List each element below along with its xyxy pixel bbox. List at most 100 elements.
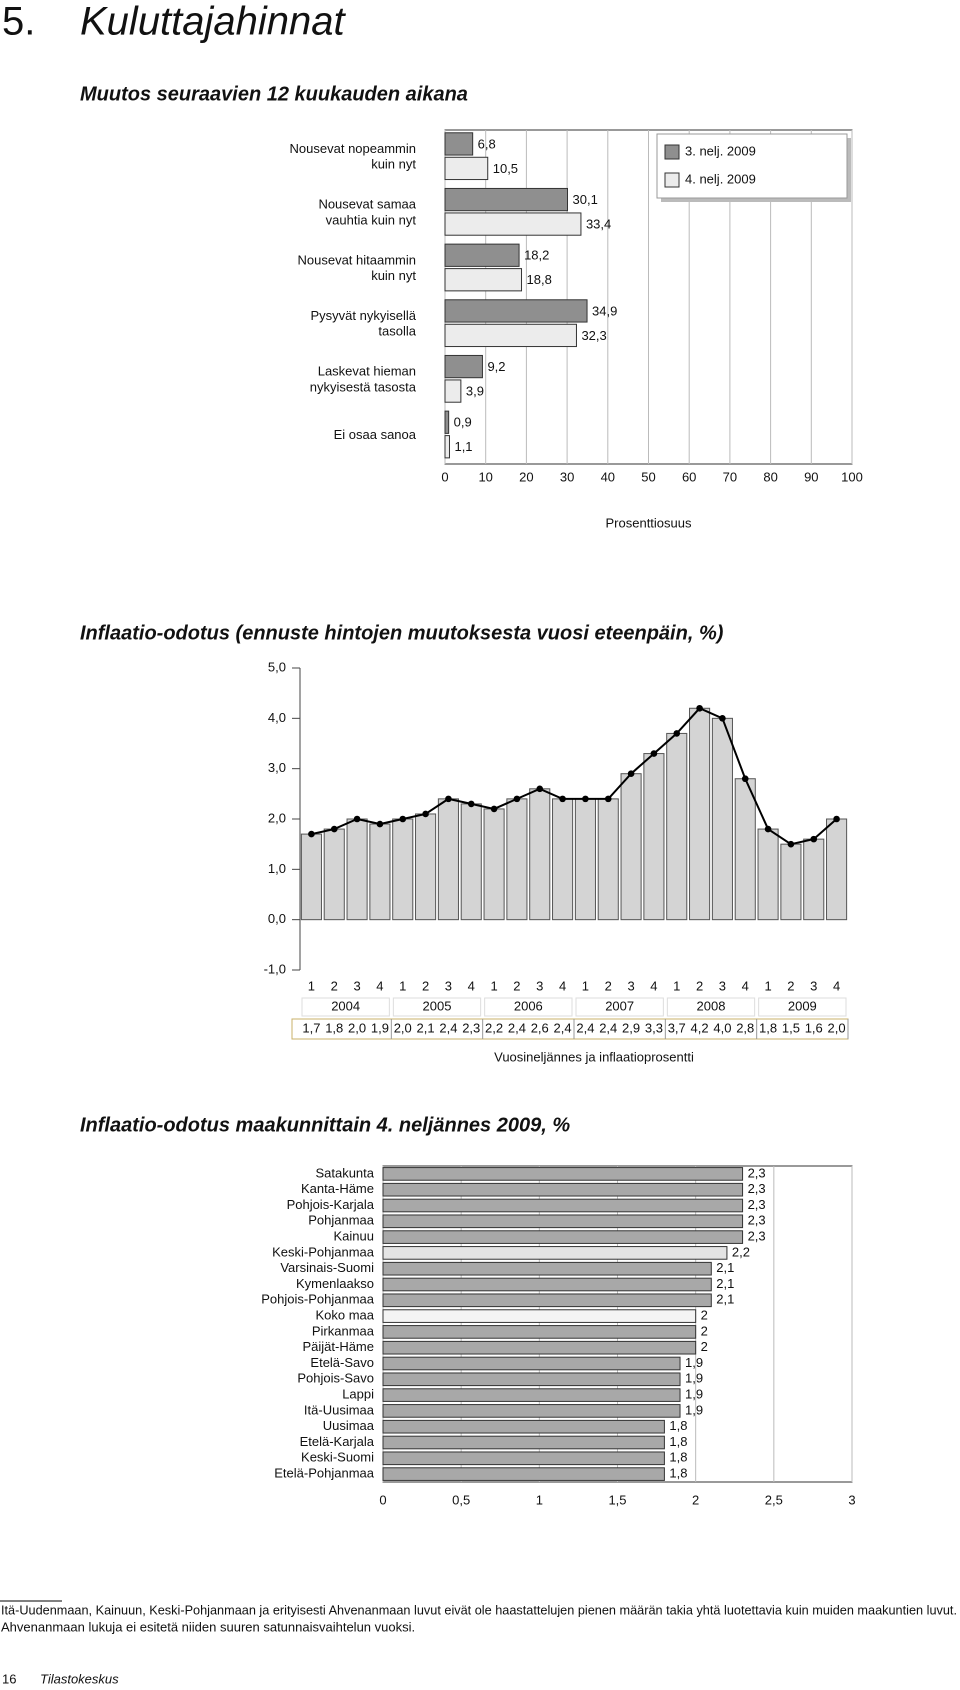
value-label: 1,9	[685, 1355, 703, 1370]
bar	[382, 1198, 744, 1213]
point	[787, 840, 795, 848]
value-label: 1,6	[805, 1020, 823, 1035]
point	[445, 795, 452, 803]
category-label: Pohjois-Savo	[297, 1371, 374, 1386]
bar	[444, 435, 450, 459]
x-tick-label: 50	[641, 469, 655, 484]
bar	[382, 1167, 744, 1181]
category-label: Keski-Suomi	[301, 1450, 374, 1465]
value-label: 1,8	[669, 1418, 687, 1433]
point	[422, 810, 429, 818]
y-tick-label: 4,0	[268, 710, 286, 725]
x-tick-label: 4	[833, 978, 840, 993]
value-label: 2,3	[462, 1020, 480, 1035]
x-tick-label: 3	[719, 978, 726, 993]
point	[604, 795, 612, 803]
x-tick-label: 2	[513, 978, 520, 993]
point	[490, 805, 498, 813]
bar	[483, 808, 505, 921]
category-label: Ei osaa sanoa	[334, 428, 417, 443]
x-tick-label: 1	[582, 978, 589, 993]
bar	[382, 1182, 744, 1197]
point	[308, 830, 315, 838]
year-box	[575, 997, 664, 1017]
category-label: Varsinais-Suomi	[280, 1260, 374, 1275]
point	[627, 770, 635, 777]
bar	[444, 156, 489, 181]
category-label: Kainuu	[334, 1229, 374, 1244]
category-label: Koko maa	[315, 1308, 374, 1323]
point	[559, 795, 566, 803]
legend-swatch	[664, 172, 680, 188]
value-label: 30,1	[573, 192, 598, 207]
bar	[643, 753, 665, 921]
x-tick-label: 1	[764, 978, 771, 993]
category-label: Nousevat samaa vauhtia kuin nyt	[318, 197, 416, 228]
point	[330, 825, 338, 833]
value-label: 2,0	[828, 1020, 846, 1035]
category-label: Pohjanmaa	[308, 1213, 375, 1228]
x-tick-label: 2	[605, 978, 612, 993]
bar	[734, 778, 756, 921]
bar	[382, 1325, 697, 1339]
value-label: 1,7	[302, 1020, 320, 1035]
x-tick-label: 4	[650, 978, 657, 993]
bar	[444, 410, 450, 434]
value-label: 2,0	[348, 1020, 366, 1035]
bar	[620, 773, 642, 921]
category-label: Päijät-Häme	[302, 1339, 374, 1354]
value-label: 2,3	[748, 1229, 766, 1244]
year-label: 2006	[514, 998, 543, 1013]
bar	[444, 379, 462, 403]
year-label: 2007	[605, 998, 634, 1013]
year-label: 2004	[331, 998, 360, 1013]
year-label: 2009	[788, 998, 817, 1013]
publisher: Tilastokeskus	[40, 1671, 119, 1686]
value-label: 2,4	[599, 1020, 617, 1035]
y-tick-label: 3,0	[268, 760, 286, 775]
bar	[529, 788, 551, 921]
category-label: Itä-Uusimaa	[304, 1402, 375, 1417]
value-label: 2,1	[417, 1020, 435, 1035]
x-tick-label: 100	[841, 469, 863, 484]
value-label: 2	[701, 1323, 708, 1338]
point	[650, 750, 658, 757]
bar	[757, 828, 779, 921]
category-label: Uusimaa	[323, 1418, 375, 1433]
category-label: Lappi	[342, 1387, 374, 1402]
section-title: Kuluttajahinnat	[80, 0, 347, 44]
value-label: 1,1	[454, 439, 472, 454]
x-tick-label: 3	[445, 978, 452, 993]
x-tick-label: 1	[399, 978, 406, 993]
bar	[666, 732, 688, 921]
point	[810, 835, 818, 843]
bar	[460, 803, 482, 921]
page-number: 16	[2, 1671, 16, 1686]
x-tick-label: 1	[308, 978, 315, 993]
bar	[444, 354, 483, 379]
x-tick-label: 2	[787, 978, 794, 993]
value-label: 2,1	[716, 1292, 734, 1307]
x-tick-label: 2,5	[765, 1492, 783, 1507]
point	[741, 775, 749, 783]
value-label: 2,4	[508, 1020, 526, 1035]
point	[582, 795, 589, 803]
x-tick-label: 10	[478, 469, 492, 484]
category-label: Pirkanmaa	[312, 1323, 375, 1338]
value-label: 18,2	[524, 248, 549, 263]
value-label: 3,9	[466, 384, 484, 399]
x-tick-label: 2	[422, 978, 429, 993]
x-tick-label: 1	[673, 978, 680, 993]
value-label: 1,8	[669, 1466, 687, 1481]
bar	[382, 1214, 744, 1229]
y-tick-label: 2,0	[268, 810, 286, 825]
x-tick-label: 2	[692, 1492, 699, 1507]
category-label: Etelä-Karjala	[300, 1434, 375, 1449]
x-tick-label: 4	[559, 978, 566, 993]
value-label: 2,6	[531, 1020, 549, 1035]
legend-swatch	[664, 144, 680, 160]
x-tick-label: 3	[810, 978, 817, 993]
bar	[382, 1230, 744, 1244]
legend-label: 3. nelj. 2009	[685, 143, 756, 158]
value-label: 2,2	[485, 1020, 503, 1035]
